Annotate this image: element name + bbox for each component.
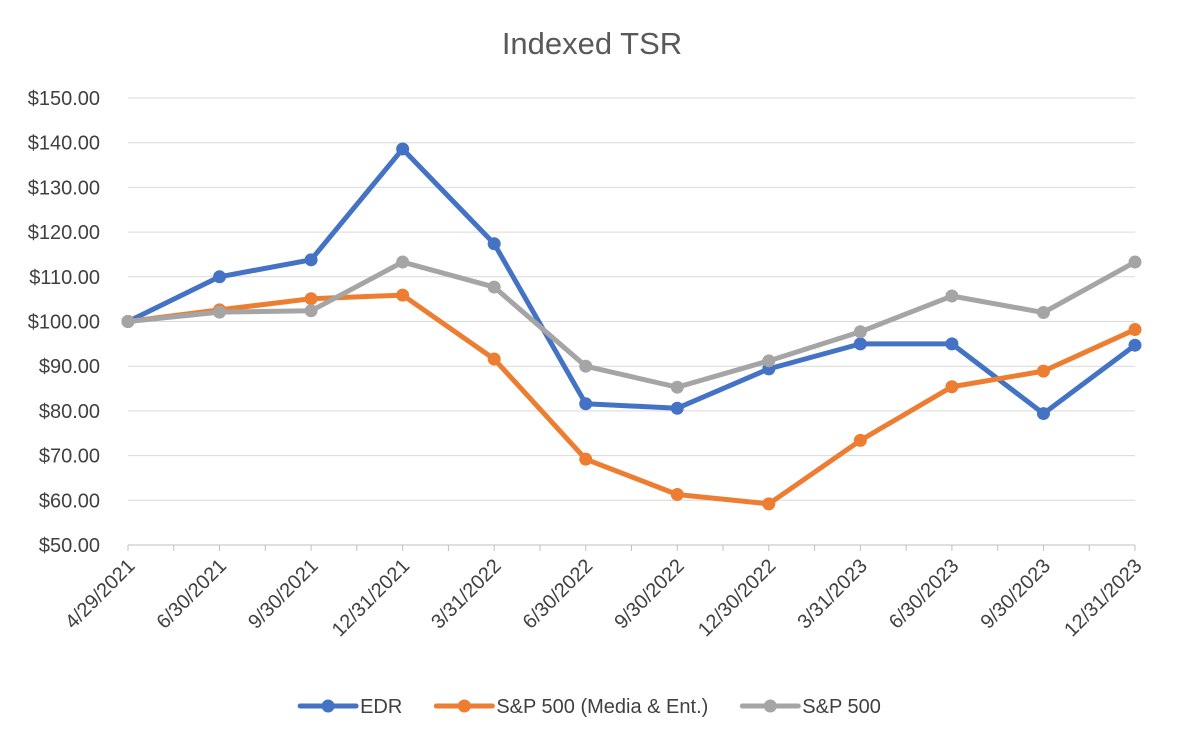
data-point xyxy=(762,497,776,511)
legend-swatch-marker xyxy=(321,699,335,713)
series-group xyxy=(121,142,1142,511)
x-tick-label: 6/30/2021 xyxy=(153,555,231,633)
data-point xyxy=(213,305,227,319)
x-tick-label: 9/30/2021 xyxy=(244,555,322,633)
x-tick-label: 3/31/2022 xyxy=(427,555,505,633)
y-tick-label: $110.00 xyxy=(29,267,100,289)
data-point xyxy=(670,401,684,415)
series-line xyxy=(125,292,1138,507)
y-tick-label: $90.00 xyxy=(39,356,100,378)
legend-swatch-marker xyxy=(763,699,777,713)
x-tick-label: 9/30/2023 xyxy=(977,555,1055,633)
legend: EDR S&P 500 (Media & Ent.) S&P 500 xyxy=(297,696,881,718)
y-tick-label: $150.00 xyxy=(28,88,100,110)
x-tick-label: 6/30/2023 xyxy=(885,555,963,633)
legend-item-1: S&P 500 (Media & Ent.) xyxy=(433,696,708,718)
data-point xyxy=(304,292,318,306)
y-tick-label: $70.00 xyxy=(39,446,100,468)
data-point xyxy=(1128,255,1142,269)
data-point xyxy=(670,380,684,394)
y-axis: $50.00 $60.00 $70.00 $80.00 $90.00 $100.00 $11… xyxy=(28,88,100,557)
data-point xyxy=(853,325,867,339)
data-point xyxy=(945,289,959,303)
data-point xyxy=(396,288,410,302)
legend-label: S&P 500 (Media & Ent.) xyxy=(496,696,708,718)
y-tick-label: $60.00 xyxy=(39,490,100,512)
data-point xyxy=(853,433,867,447)
series-0 xyxy=(121,142,1142,421)
series-2 xyxy=(121,255,1142,394)
x-tick-label: 12/31/2023 xyxy=(1060,555,1146,641)
data-point xyxy=(579,452,593,466)
series-line xyxy=(125,146,1138,417)
x-tick-label: 12/30/2022 xyxy=(694,555,780,641)
x-tick-label: 12/31/2021 xyxy=(328,555,414,641)
legend-swatch-marker xyxy=(457,699,471,713)
y-tick-label: $100.00 xyxy=(28,312,100,334)
data-point xyxy=(945,337,959,351)
data-point xyxy=(1036,306,1050,320)
data-point xyxy=(1128,323,1142,337)
data-point xyxy=(945,380,959,394)
chart-title: Indexed TSR xyxy=(502,26,682,61)
series-line xyxy=(125,259,1138,390)
data-point xyxy=(121,315,135,328)
gridlines xyxy=(128,97,1135,546)
data-point xyxy=(213,270,227,284)
y-tick-label: $50.00 xyxy=(39,535,100,557)
data-point xyxy=(1036,364,1050,378)
data-point xyxy=(762,354,776,368)
data-point xyxy=(579,397,593,411)
data-point xyxy=(304,253,318,267)
data-point xyxy=(1128,338,1142,352)
data-point xyxy=(487,352,501,366)
data-point xyxy=(670,487,684,501)
x-tick-label: 9/30/2022 xyxy=(610,555,688,633)
data-point xyxy=(853,337,867,351)
data-point xyxy=(1036,407,1050,421)
data-point xyxy=(396,255,410,269)
y-tick-label: $80.00 xyxy=(39,401,100,423)
x-tick-label: 4/29/2021 xyxy=(61,555,139,633)
x-axis: 4/29/2021 6/30/2021 9/30/2021 12/31/2021 3/3… xyxy=(61,545,1147,641)
y-tick-label: $120.00 xyxy=(28,222,100,244)
legend-label: S&P 500 xyxy=(802,696,881,718)
data-point xyxy=(304,304,318,318)
x-tick-label: 6/30/2022 xyxy=(519,555,597,633)
legend-label: EDR xyxy=(360,696,402,718)
y-tick-label: $140.00 xyxy=(28,133,100,155)
data-point xyxy=(396,142,410,156)
legend-item-2: S&P 500 xyxy=(739,696,881,718)
y-tick-label: $130.00 xyxy=(28,177,100,199)
data-point xyxy=(487,280,501,294)
x-tick-label: 3/31/2023 xyxy=(793,555,871,633)
data-point xyxy=(579,359,593,373)
data-point xyxy=(487,237,501,251)
legend-item-0: EDR xyxy=(297,696,402,718)
